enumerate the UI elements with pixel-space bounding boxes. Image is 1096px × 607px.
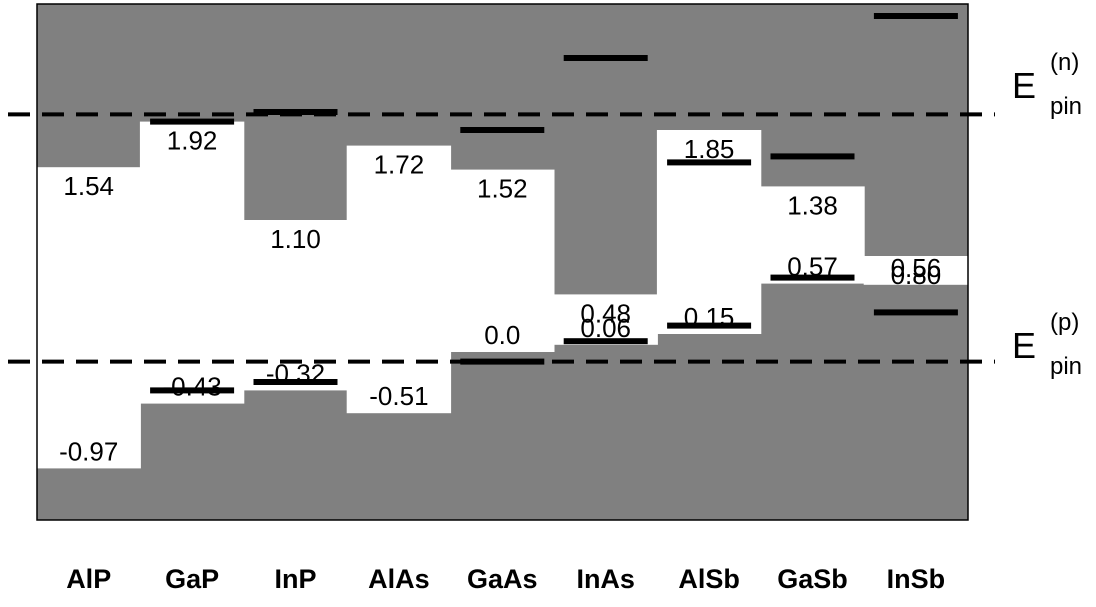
vbm-label-alas: -0.51 <box>369 381 428 411</box>
n-pin-mark-gaas <box>460 127 545 133</box>
cbm-label-alas: 1.72 <box>374 150 425 180</box>
band-gap-inas <box>553 294 658 345</box>
band-gap-insb <box>863 256 969 285</box>
n-pin-mark-gasb <box>770 153 855 160</box>
p-pin-mark-gasb <box>770 274 855 281</box>
pinning-lines <box>8 112 995 364</box>
p-pin-mark-insb <box>873 309 958 316</box>
cbm-label-insb: 0.80 <box>891 260 942 290</box>
n-pin-mark-insb <box>873 13 958 19</box>
cbm-label-alp: 1.54 <box>63 171 114 201</box>
cbm-label-alsb: 1.85 <box>684 134 735 164</box>
vbm-label-inp: -0.32 <box>266 358 325 388</box>
vbm-label-gasb: 0.57 <box>787 252 838 282</box>
category-label-alsb: AlSb <box>678 564 740 594</box>
vbm-label-inas: 0.06 <box>580 313 631 343</box>
p-pin-mark-gap <box>150 387 235 394</box>
band-gap-alas <box>346 145 452 414</box>
n-pin-mark-alsb <box>667 159 752 166</box>
category-label-alas: AlAs <box>368 564 430 594</box>
n-pin-superscript: (n) <box>1050 49 1079 76</box>
category-label-inas: InAs <box>576 564 635 594</box>
vbm-label-alsb: 0.15 <box>684 302 735 332</box>
category-label-inp: InP <box>274 564 316 594</box>
p-pinning-label: E (p) pin <box>1012 309 1082 380</box>
category-label-alp: AlP <box>66 564 111 594</box>
p-pin-mark-alsb <box>667 322 752 329</box>
n-pin-subscript: pin <box>1050 93 1082 120</box>
category-labels: AlP GaP InP AlAs GaAs InAs AlSb GaSb InSb <box>66 564 945 594</box>
cbm-label-gaas: 1.52 <box>477 174 528 204</box>
vbm-label-gaas: 0.0 <box>484 320 520 350</box>
value-labels: 1.54 -0.97 1.92 -0.43 1.10 -0.32 1.72 -0.51 1.52… <box>59 126 941 467</box>
band-gap-regions <box>36 121 969 469</box>
n-pin-mark-inp <box>253 109 338 115</box>
n-pin-symbol: E <box>1012 65 1036 106</box>
category-label-insb: InSb <box>887 564 946 594</box>
band-gap-gasb <box>760 186 865 284</box>
n-pin-mark-gap <box>150 118 235 125</box>
pinning-marks <box>150 13 958 394</box>
p-pin-mark-inp <box>253 379 338 385</box>
vbm-label-insb: 0.56 <box>891 253 942 283</box>
cbm-label-gasb: 1.38 <box>787 190 838 220</box>
cbm-label-inp: 1.10 <box>270 224 321 254</box>
n-pinning-label: E (n) pin <box>1012 49 1082 120</box>
plot-frame <box>36 3 969 521</box>
band-gap-gaas <box>450 169 555 352</box>
cbm-label-inas: 0.48 <box>580 298 631 328</box>
cbm-label-gap: 1.92 <box>167 126 218 156</box>
category-label-gasb: GaSb <box>777 564 848 594</box>
p-pin-superscript: (p) <box>1050 309 1079 336</box>
category-label-gaas: GaAs <box>467 564 538 594</box>
band-gap-alp <box>36 167 141 469</box>
category-label-gap: GaP <box>165 564 219 594</box>
p-pin-mark-inas <box>563 338 648 345</box>
p-pin-subscript: pin <box>1050 353 1082 380</box>
p-pin-symbol: E <box>1012 325 1036 366</box>
vbm-label-gap: -0.43 <box>162 372 221 402</box>
band-gap-gap <box>139 121 245 404</box>
n-pin-mark-inas <box>563 55 648 61</box>
vbm-label-alp: -0.97 <box>59 436 118 466</box>
